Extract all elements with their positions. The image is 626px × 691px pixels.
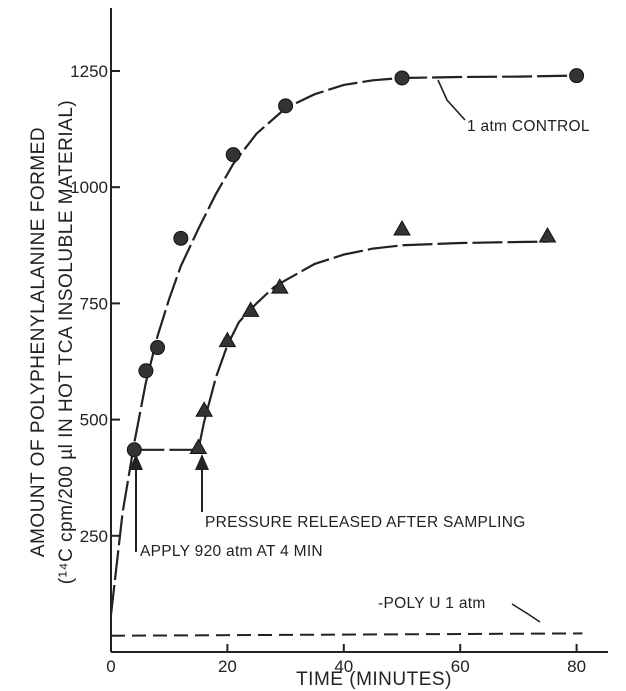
x-axis-ticks: 0 20 40 60 80 — [106, 644, 586, 676]
polyu-leader-line — [511, 603, 541, 623]
control-point-2 — [150, 340, 166, 356]
pressure-point-0 — [189, 438, 208, 454]
y-tick-label-1250: 1250 — [70, 62, 108, 81]
apply-arrow — [129, 454, 143, 552]
pressure-point-5 — [393, 220, 411, 236]
y-tick-label-250: 250 — [80, 527, 108, 546]
control-leader-line — [437, 79, 466, 121]
pressure-point-1 — [195, 401, 213, 417]
x-tick-label-60: 60 — [451, 657, 470, 676]
y-axis-title-line2: (¹⁴C cpm/200 µl IN HOT TCA INSOLUBLE MAT… — [56, 100, 77, 585]
control-label: 1 atm CONTROL — [467, 118, 590, 135]
y-tick-label-750: 750 — [80, 294, 108, 313]
pressure-point-2 — [218, 331, 237, 348]
x-tick-label-0: 0 — [106, 657, 115, 676]
control-curve — [109, 74, 577, 615]
pressure-curve — [134, 240, 548, 451]
y-tick-label-1000: 1000 — [70, 178, 108, 197]
polyu-label: -POLY U 1 atm — [378, 595, 486, 612]
pressure-arrow — [195, 454, 209, 512]
apply-label: APPLY 920 atm AT 4 MIN — [140, 543, 323, 560]
y-axis-ticks: 250 500 750 1000 1250 — [70, 62, 120, 653]
control-point-0 — [126, 442, 142, 458]
control-markers — [126, 68, 585, 458]
y-tick-label-500: 500 — [80, 411, 108, 430]
pressure-markers — [189, 220, 557, 454]
control-point-6 — [394, 70, 410, 86]
poly-u-baseline — [110, 632, 583, 637]
y-axis-title-line1: AMOUNT OF POLYPHENYLALANINE FORMED — [28, 127, 49, 557]
x-tick-label-80: 80 — [567, 657, 586, 676]
x-tick-label-40: 40 — [334, 657, 353, 676]
control-point-7 — [569, 68, 585, 84]
pressure-label: PRESSURE RELEASED AFTER SAMPLING — [205, 514, 526, 531]
control-point-5 — [278, 98, 294, 114]
control-point-1 — [138, 363, 154, 379]
control-point-3 — [173, 230, 189, 246]
pressure-point-4 — [270, 278, 289, 294]
x-axis-title: TIME (MINUTES) — [296, 669, 452, 690]
x-tick-label-20: 20 — [218, 657, 237, 676]
control-point-4 — [225, 147, 241, 163]
pressure-point-6 — [538, 226, 557, 243]
pressure-point-3 — [241, 301, 260, 317]
